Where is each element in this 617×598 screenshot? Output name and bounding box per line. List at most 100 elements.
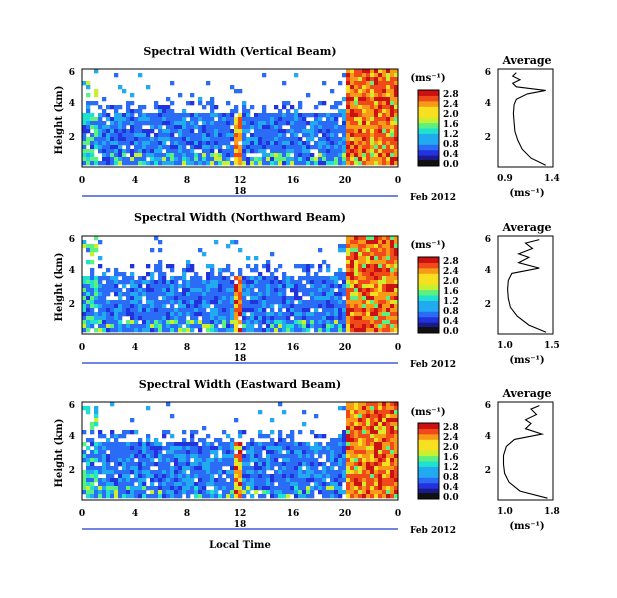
heatmap-cell bbox=[282, 81, 287, 86]
heatmap-cell bbox=[370, 494, 375, 499]
heatmap-cell bbox=[98, 442, 103, 447]
heatmap-cell bbox=[386, 490, 391, 495]
heatmap-cell bbox=[378, 240, 383, 245]
heatmap-cell bbox=[362, 446, 367, 451]
heatmap-cell bbox=[154, 462, 159, 467]
heatmap-cell bbox=[338, 272, 343, 277]
heatmap-cell bbox=[294, 109, 299, 114]
heatmap-cell bbox=[138, 454, 143, 459]
heatmap-cell bbox=[190, 117, 195, 122]
heatmap-cell bbox=[354, 272, 359, 277]
heatmap-cell bbox=[134, 288, 139, 293]
heatmap-cell bbox=[94, 129, 99, 134]
heatmap-cell bbox=[246, 256, 251, 261]
heatmap-cell bbox=[286, 454, 291, 459]
heatmap-cell bbox=[314, 288, 319, 293]
profile-y-tick: 6 bbox=[485, 401, 491, 411]
heatmap-cell bbox=[366, 422, 371, 427]
heatmap-cell bbox=[354, 486, 359, 491]
x-tick-label: 4 bbox=[132, 343, 138, 353]
heatmap-cell bbox=[394, 113, 399, 118]
heatmap-cells bbox=[82, 69, 399, 166]
heatmap-cell bbox=[330, 328, 335, 333]
heatmap-cell bbox=[114, 490, 119, 495]
heatmap-cell bbox=[386, 486, 391, 491]
heatmap-cell bbox=[130, 478, 135, 483]
heatmap-cell bbox=[358, 89, 363, 94]
heatmap-cell bbox=[366, 133, 371, 138]
heatmap-cell bbox=[102, 446, 107, 451]
heatmap-cell bbox=[274, 490, 279, 495]
heatmap-cell bbox=[386, 109, 391, 114]
heatmap-cell bbox=[82, 153, 87, 158]
heatmap-cell bbox=[338, 109, 343, 114]
heatmap-cell bbox=[226, 454, 231, 459]
heatmap-cell bbox=[182, 137, 187, 142]
heatmap-cell bbox=[306, 141, 311, 146]
heatmap-cell bbox=[222, 490, 227, 495]
heatmap-cell bbox=[394, 101, 399, 106]
heatmap-cell bbox=[390, 426, 395, 431]
heatmap-cell bbox=[174, 141, 179, 146]
heatmap-cell bbox=[298, 117, 303, 122]
heatmap-cell bbox=[238, 482, 243, 487]
heatmap-cell bbox=[326, 486, 331, 491]
heatmap-cell bbox=[346, 121, 351, 126]
heatmap-cell bbox=[354, 276, 359, 281]
heatmap-cell bbox=[342, 434, 347, 439]
heatmap-cell bbox=[142, 288, 147, 293]
heatmap-cell bbox=[102, 462, 107, 467]
heatmap-cell bbox=[206, 470, 211, 475]
heatmap-cell bbox=[386, 69, 391, 74]
heatmap-cell bbox=[318, 137, 323, 142]
heatmap-cell bbox=[210, 490, 215, 495]
heatmap-cell bbox=[378, 157, 383, 162]
heatmap-cell bbox=[258, 494, 263, 499]
heatmap-cell bbox=[158, 109, 163, 114]
heatmap-cell bbox=[154, 312, 159, 317]
heatmap-cell bbox=[358, 85, 363, 90]
heatmap-cell bbox=[326, 490, 331, 495]
heatmap-cell bbox=[86, 153, 91, 158]
heatmap-cell bbox=[350, 256, 355, 261]
heatmap-cell bbox=[238, 153, 243, 158]
heatmap-cell bbox=[150, 478, 155, 483]
heatmap-cell bbox=[346, 494, 351, 499]
heatmap-cell bbox=[162, 316, 167, 321]
heatmap-cell bbox=[182, 288, 187, 293]
heatmap-cell bbox=[270, 478, 275, 483]
heatmap-cell bbox=[174, 149, 179, 154]
heatmap-cell bbox=[190, 466, 195, 471]
heatmap-cell bbox=[314, 458, 319, 463]
heatmap-cell bbox=[254, 328, 259, 333]
heatmap-cell bbox=[314, 117, 319, 122]
heatmap-cell bbox=[394, 248, 399, 253]
heatmap-cell bbox=[246, 145, 251, 150]
heatmap-cell bbox=[362, 125, 367, 130]
heatmap-cell bbox=[202, 478, 207, 483]
heatmap-cell bbox=[226, 482, 231, 487]
heatmap-cell bbox=[110, 288, 115, 293]
heatmap-cell bbox=[298, 304, 303, 309]
heatmap-cell bbox=[230, 474, 235, 479]
heatmap-cell bbox=[386, 406, 391, 411]
heatmap-cell bbox=[106, 494, 111, 499]
heatmap-cell bbox=[86, 300, 91, 305]
heatmap-cell bbox=[226, 308, 231, 313]
heatmap-cell bbox=[82, 324, 87, 329]
heatmap-cell bbox=[110, 117, 115, 122]
heatmap-cell bbox=[294, 454, 299, 459]
heatmap-cell bbox=[346, 478, 351, 483]
heatmap-cell bbox=[286, 494, 291, 499]
heatmap-cell bbox=[170, 486, 175, 491]
heatmap-cell bbox=[290, 462, 295, 467]
heatmap-cell bbox=[390, 109, 395, 114]
heatmap-cell bbox=[330, 280, 335, 285]
heatmap-cell bbox=[310, 137, 315, 142]
heatmap-cell bbox=[194, 450, 199, 455]
colorbar-segment bbox=[418, 471, 439, 478]
heatmap-cell bbox=[114, 292, 119, 297]
heatmap-cell bbox=[330, 129, 335, 134]
heatmap-cell bbox=[362, 292, 367, 297]
heatmap-cell bbox=[278, 129, 283, 134]
